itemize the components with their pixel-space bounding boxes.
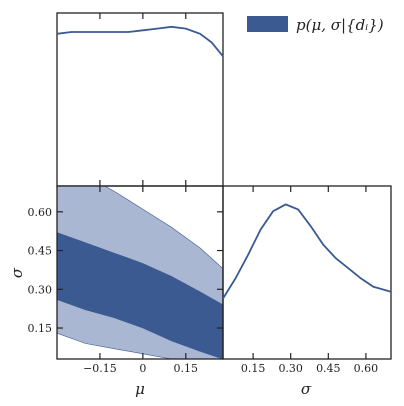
marginal-sigma-curve	[222, 203, 392, 299]
joint-mu-sigma-panel	[57, 186, 223, 359]
legend-swatch	[247, 16, 288, 32]
marginal-sigma-panel	[222, 203, 392, 299]
sigma-tick-label: 0.15	[28, 322, 53, 335]
sigma-tick-label: 0.60	[28, 206, 53, 219]
xlabel-mu: μ	[135, 380, 145, 398]
ylabel-sigma: σ	[8, 267, 26, 278]
mu-tick-label: 0	[139, 362, 146, 375]
marginal-mu-curve	[56, 25, 224, 57]
legend-label: p(μ, σ|{dᵢ})	[296, 16, 384, 34]
credible-region-inner	[57, 232, 223, 359]
marginal-sigma-frame	[222, 185, 392, 360]
xlabel-sigma: σ	[301, 380, 312, 398]
sigma-x-tick-label: 0.45	[316, 362, 341, 375]
sigma-tick-label: 0.45	[28, 245, 53, 258]
sigma-tick-label: 0.30	[28, 283, 53, 296]
marginal-mu-frame	[56, 12, 224, 187]
mu-tick-label: 0.15	[174, 362, 199, 375]
sigma-x-tick-label: 0.30	[278, 362, 303, 375]
mu-tick-label: −0.15	[83, 362, 117, 375]
sigma-x-tick-label: 0.60	[354, 362, 379, 375]
tick-marks: −0.15 0 0.15 0.15 0.30 0.45 0.60 0.15 0.30 0.45 0.…	[28, 13, 379, 375]
marginal-mu-panel	[56, 25, 224, 57]
sigma-x-tick-label: 0.15	[241, 362, 266, 375]
